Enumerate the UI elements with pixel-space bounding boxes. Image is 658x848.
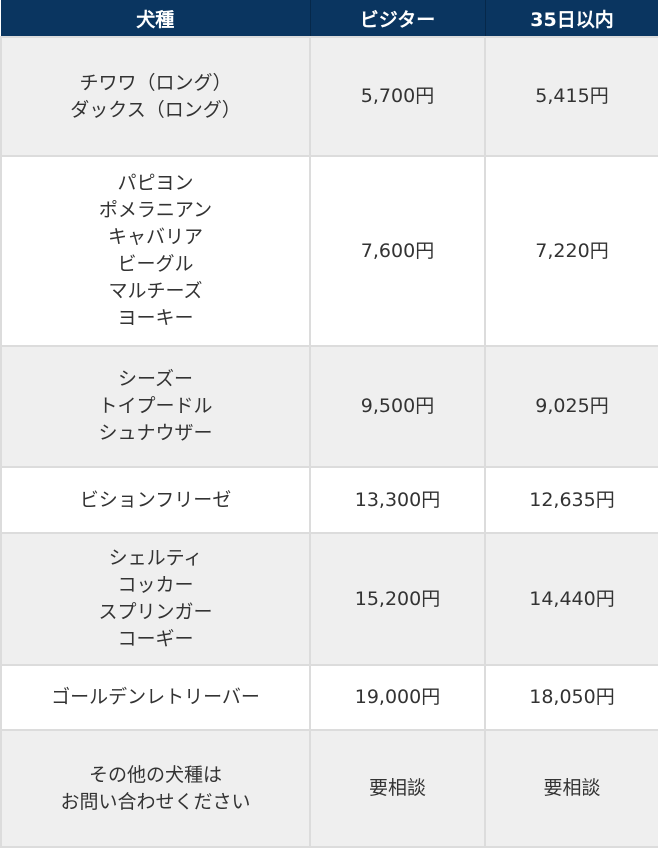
visitor-price: 13,300円 — [309, 466, 486, 534]
visitor-price: 9,500円 — [309, 345, 486, 468]
breed-cell: パピヨンポメラニアン キャバリアビーグルマルチーズヨーキー — [0, 155, 311, 347]
breed-name: ヨーキー — [117, 307, 194, 329]
breed-name: ポメラニアン — [98, 199, 213, 221]
table-row: チワワ（ロング） ダックス（ロング） 5,700円 5,415円 — [0, 36, 658, 157]
breed-name: スプリンガー — [98, 601, 213, 623]
breed-cell: シーズートイプードル シュナウザー — [0, 345, 311, 468]
table-row: ゴールデンレトリーバー 19,000円 18,050円 — [0, 664, 658, 731]
breed-name: トイプードル — [98, 395, 213, 417]
visitor-price: 7,600円 — [309, 155, 486, 347]
within35-price: 18,050円 — [484, 664, 658, 731]
header-visitor: ビジター — [310, 0, 486, 37]
within35-price: 9,025円 — [484, 345, 658, 468]
within35-price: 7,220円 — [484, 155, 658, 347]
visitor-price: 19,000円 — [309, 664, 486, 731]
breed-name: パピヨン — [117, 172, 194, 194]
table-row: シェルティ コッカー スプリンガー コーギー 15,200円 14,440円 — [0, 532, 658, 666]
within35-price: 14,440円 — [484, 532, 658, 666]
breed-name: キャバリア — [107, 226, 203, 248]
breed-name: ダックス（ロング） — [70, 98, 241, 121]
breed-cell: ゴールデンレトリーバー — [0, 664, 311, 731]
breed-name: コーギー — [117, 628, 194, 650]
visitor-price: 要相談 — [309, 729, 486, 848]
breed-name: シーズー — [117, 368, 194, 390]
table-row: ビションフリーゼ 13,300円 12,635円 — [0, 466, 658, 534]
within35-price: 12,635円 — [484, 466, 658, 534]
breed-name: ゴールデンレトリーバー — [51, 686, 260, 708]
header-within35: 35日以内 — [485, 0, 658, 37]
breed-cell: ビションフリーゼ — [0, 466, 311, 534]
breed-name: ビションフリーゼ — [79, 488, 232, 511]
breed-cell: チワワ（ロング） ダックス（ロング） — [0, 36, 311, 157]
breed-name: シュナウザー — [98, 422, 213, 444]
breed-name: お問い合わせください — [60, 790, 251, 813]
breed-cell: シェルティコッカースプリンガー コーギー — [0, 532, 311, 666]
within35-price: 要相談 — [484, 729, 658, 848]
breed-name: マルチーズ — [108, 280, 203, 302]
within35-price: 5,415円 — [484, 36, 658, 157]
visitor-price: 15,200円 — [309, 532, 486, 666]
table-row: その他の犬種は お問い合わせください 要相談 要相談 — [0, 729, 658, 848]
header-breed: 犬種 — [1, 0, 311, 37]
breed-name: チワワ（ロング） — [79, 71, 232, 94]
breed-name: シェルティ — [108, 547, 203, 569]
visitor-price: 5,700円 — [309, 36, 486, 157]
header-row: 犬種 ビジター 35日以内 — [1, 0, 658, 37]
breed-name: ビーグル — [117, 253, 194, 275]
breed-name: コッカー — [117, 574, 194, 596]
table-row: パピヨン ポメラニアン キャバリア ビーグル マルチーズ ヨーキー 7,600円 7,220円 — [0, 155, 658, 347]
table-row: シーズー トイプードル シュナウザー 9,500円 9,025円 — [0, 345, 658, 468]
breed-name: その他の犬種は — [88, 763, 222, 786]
breed-cell: その他の犬種はお問い合わせください — [0, 729, 311, 848]
